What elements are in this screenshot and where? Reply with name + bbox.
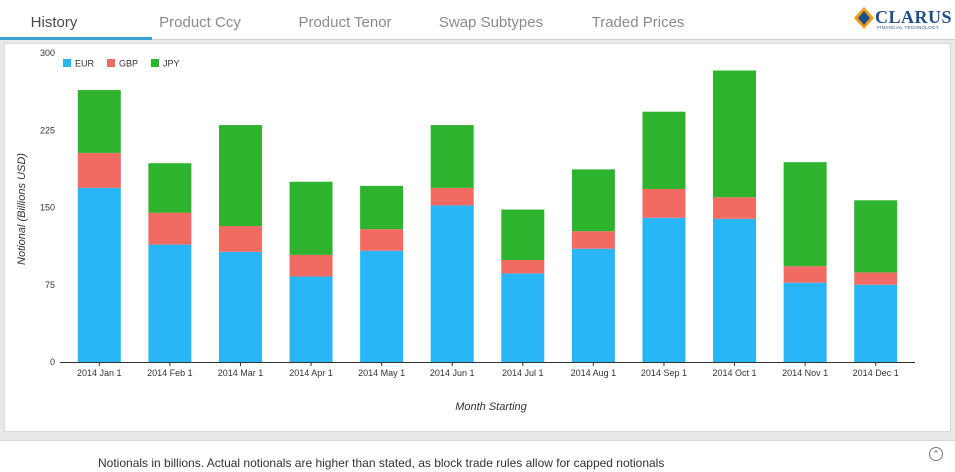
bar-gbp-8[interactable] — [642, 188, 686, 218]
x-tick-label: 2014 Mar 1 — [218, 368, 264, 378]
bar-jpy-1[interactable] — [148, 163, 192, 213]
bar-eur-2[interactable] — [218, 251, 262, 362]
bar-gbp-9[interactable] — [713, 197, 757, 219]
x-tick-label: 2014 Aug 1 — [571, 368, 617, 378]
bar-jpy-3[interactable] — [289, 181, 333, 255]
x-tick-label: 2014 Apr 1 — [289, 368, 333, 378]
x-tick-label: 2014 Jul 1 — [502, 368, 544, 378]
x-tick-label: 2014 Nov 1 — [782, 368, 828, 378]
bar-gbp-1[interactable] — [148, 212, 192, 245]
bar-eur-1[interactable] — [148, 244, 192, 362]
top-navigation: History Product Ccy Product Tenor Swap S… — [0, 0, 955, 40]
y-tick-label: 0 — [50, 357, 55, 367]
y-axis: 0 75 150 225 300 — [40, 48, 55, 367]
tab-history[interactable]: History — [30, 14, 78, 31]
bar-gbp-10[interactable] — [783, 266, 827, 283]
bar-jpy-0[interactable] — [77, 90, 121, 153]
chart-panel: EUR GBP JPY 0 75 150 225 300 2014 Jan 1 2014 Fe… — [4, 43, 951, 432]
clarus-logo: CLARUS FINANCIAL TECHNOLOGY — [853, 5, 953, 33]
footer-note: Notionals in billions. Actual notionals … — [98, 456, 665, 470]
tab-traded-prices[interactable]: Traded Prices — [591, 14, 685, 31]
collapse-icon[interactable]: ⌃ — [929, 447, 943, 461]
active-tab-indicator — [0, 37, 152, 40]
bars-group — [77, 70, 898, 362]
tab-swap-subtypes[interactable]: Swap Subtypes — [438, 14, 544, 31]
bar-jpy-8[interactable] — [642, 111, 686, 189]
bar-gbp-6[interactable] — [501, 260, 545, 274]
bar-gbp-0[interactable] — [77, 152, 121, 188]
logo-subtext: FINANCIAL TECHNOLOGY — [877, 25, 940, 30]
bar-eur-9[interactable] — [713, 218, 757, 362]
chart-legend: EUR GBP JPY — [63, 59, 180, 69]
bar-jpy-4[interactable] — [360, 185, 404, 230]
bar-eur-6[interactable] — [501, 273, 545, 362]
bar-gbp-11[interactable] — [854, 272, 898, 285]
bar-gbp-5[interactable] — [430, 187, 474, 206]
x-tick-label: 2014 Dec 1 — [853, 368, 899, 378]
bar-jpy-9[interactable] — [713, 70, 757, 198]
bar-jpy-10[interactable] — [783, 162, 827, 267]
x-tick-label: 2014 Jun 1 — [430, 368, 475, 378]
legend-label-jpy: JPY — [163, 59, 180, 69]
bar-eur-3[interactable] — [289, 276, 333, 362]
x-tick-label: 2014 Jan 1 — [77, 368, 122, 378]
legend-swatch-gbp — [107, 59, 115, 67]
logo-diamond-icon — [854, 7, 874, 29]
legend-swatch-eur — [63, 59, 71, 67]
bar-jpy-6[interactable] — [501, 209, 545, 261]
footer-panel: ⌃ Notionals in billions. Actual notional… — [0, 440, 955, 472]
legend-label-gbp: GBP — [119, 59, 138, 69]
x-tick-label: 2014 Oct 1 — [713, 368, 757, 378]
legend-swatch-jpy — [151, 59, 159, 67]
legend-label-eur: EUR — [75, 59, 95, 69]
bar-eur-5[interactable] — [430, 205, 474, 362]
x-tick-label: 2014 May 1 — [358, 368, 405, 378]
logo-text: CLARUS — [875, 7, 953, 27]
tab-product-ccy[interactable]: Product Ccy — [159, 14, 241, 31]
bar-eur-11[interactable] — [854, 284, 898, 362]
x-tick-label: 2014 Sep 1 — [641, 368, 687, 378]
bar-gbp-4[interactable] — [360, 229, 404, 251]
x-axis-label: Month Starting — [455, 401, 527, 413]
bar-eur-7[interactable] — [571, 248, 615, 362]
bar-jpy-7[interactable] — [571, 169, 615, 232]
bar-eur-4[interactable] — [360, 250, 404, 362]
x-axis: 2014 Jan 1 2014 Feb 1 2014 Mar 1 2014 Apr 1… — [60, 362, 915, 378]
bar-jpy-2[interactable] — [218, 125, 262, 227]
stacked-bar-chart: EUR GBP JPY 0 75 150 225 300 2014 Jan 1 2014 Fe… — [16, 48, 915, 413]
bar-gbp-3[interactable] — [289, 254, 333, 277]
bar-eur-0[interactable] — [77, 187, 121, 362]
y-tick-label: 75 — [45, 280, 55, 290]
bar-eur-8[interactable] — [642, 217, 686, 362]
bar-eur-10[interactable] — [783, 282, 827, 362]
bar-jpy-5[interactable] — [430, 125, 474, 188]
y-tick-label: 225 — [40, 125, 55, 135]
y-tick-label: 150 — [40, 203, 55, 213]
x-tick-label: 2014 Feb 1 — [147, 368, 193, 378]
bar-jpy-11[interactable] — [854, 200, 898, 273]
bar-gbp-7[interactable] — [571, 231, 615, 249]
y-tick-label: 300 — [40, 48, 55, 58]
bar-gbp-2[interactable] — [218, 226, 262, 252]
y-axis-label: Notional (Billions USD) — [16, 153, 28, 265]
tab-product-tenor[interactable]: Product Tenor — [298, 14, 392, 31]
